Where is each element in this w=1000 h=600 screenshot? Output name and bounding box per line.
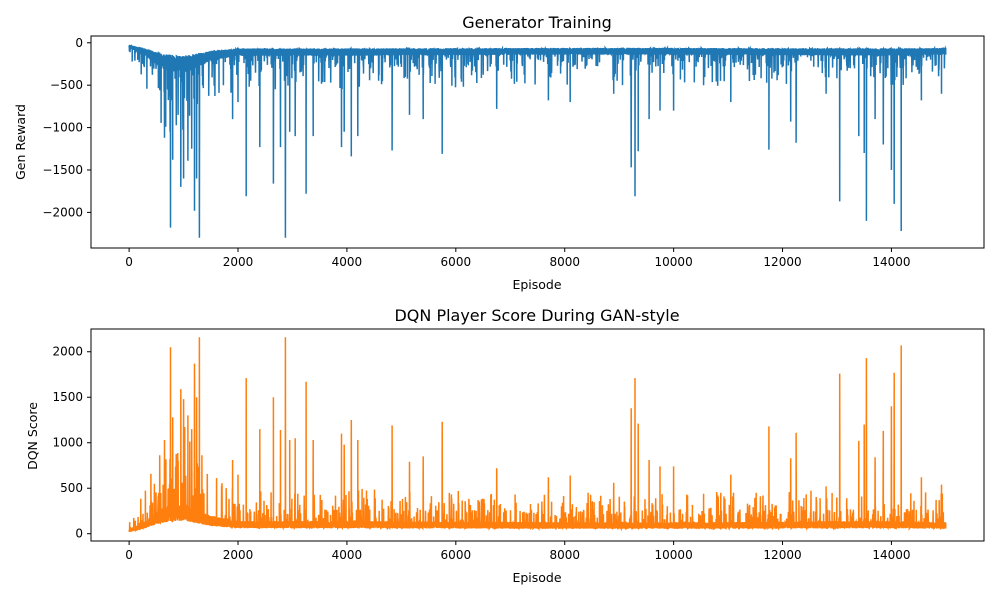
- plot-frame: [90, 328, 985, 542]
- axis-ticks: 0 2000 4000 6000 8000 10000 12000 14000 0 500 1000…: [52, 345, 910, 562]
- y-tick-label: 500: [60, 481, 83, 495]
- x-tick-label: 14000: [872, 255, 910, 269]
- chart-title: Generator Training: [462, 13, 611, 32]
- y-tick-label: 1000: [52, 436, 83, 450]
- x-tick-label: 0: [125, 255, 133, 269]
- x-tick-label: 14000: [872, 548, 910, 562]
- dqn-score-line: [128, 337, 947, 532]
- x-tick-label: 12000: [763, 548, 801, 562]
- x-tick-label: 2000: [223, 548, 254, 562]
- y-axis-label: Gen Reward: [13, 104, 28, 180]
- gen-reward-line: [128, 44, 947, 238]
- y-tick-label: −2000: [42, 205, 83, 219]
- plot-frame: [90, 35, 985, 249]
- y-tick-label: −500: [50, 78, 83, 92]
- y-tick-label: 0: [75, 527, 83, 541]
- y-tick-label: 1500: [52, 390, 83, 404]
- y-tick-label: 0: [75, 36, 83, 50]
- x-tick-label: 12000: [763, 255, 801, 269]
- y-axis-label: DQN Score: [25, 402, 40, 470]
- x-axis-label: Episode: [512, 277, 561, 292]
- x-tick-label: 10000: [655, 548, 693, 562]
- x-tick-label: 6000: [441, 548, 472, 562]
- x-tick-label: 8000: [549, 255, 580, 269]
- axis-ticks: 0 2000 4000 6000 8000 10000 12000 14000 0 −500 −10…: [42, 36, 910, 269]
- x-tick-label: 2000: [223, 255, 254, 269]
- x-tick-label: 10000: [655, 255, 693, 269]
- x-tick-label: 8000: [549, 548, 580, 562]
- y-tick-label: 2000: [52, 345, 83, 359]
- generator-reward-panel: Generator Training 0 2000 4000 6000 8000 1000…: [13, 13, 985, 292]
- x-tick-label: 0: [125, 548, 133, 562]
- x-tick-label: 4000: [332, 548, 363, 562]
- dqn-score-panel: DQN Player Score During GAN-style 0 2000 4…: [25, 306, 985, 585]
- y-tick-label: −1000: [42, 121, 83, 135]
- y-tick-label: −1500: [42, 163, 83, 177]
- x-tick-label: 6000: [441, 255, 472, 269]
- x-axis-label: Episode: [512, 570, 561, 585]
- x-tick-label: 4000: [332, 255, 363, 269]
- chart-title: DQN Player Score During GAN-style: [394, 306, 679, 325]
